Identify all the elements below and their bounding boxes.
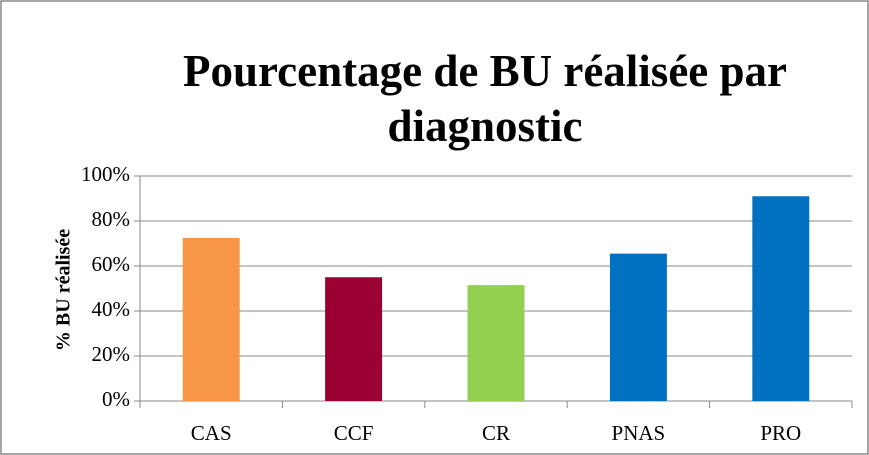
bar	[752, 196, 810, 401]
x-tick-label: CR	[482, 421, 510, 445]
x-tick-label: PNAS	[612, 421, 666, 445]
y-tick-label: 60%	[92, 252, 131, 276]
y-tick-label: 40%	[92, 297, 131, 321]
y-tick-label: 0%	[102, 387, 130, 411]
y-tick-label: 100%	[81, 162, 130, 186]
y-axis-label: % BU réalisée	[53, 229, 75, 351]
chart-title: Pourcentage de BU réalisée par diagnosti…	[182, 46, 788, 151]
x-tick-label: CAS	[191, 421, 232, 445]
bar	[325, 277, 383, 401]
bar	[609, 253, 667, 401]
bar	[182, 237, 240, 401]
y-tick-label: 80%	[92, 207, 131, 231]
bar	[467, 285, 525, 401]
x-tick-label: PRO	[760, 421, 801, 445]
x-tick-label: CCF	[334, 421, 374, 445]
y-tick-label: 20%	[92, 342, 131, 366]
